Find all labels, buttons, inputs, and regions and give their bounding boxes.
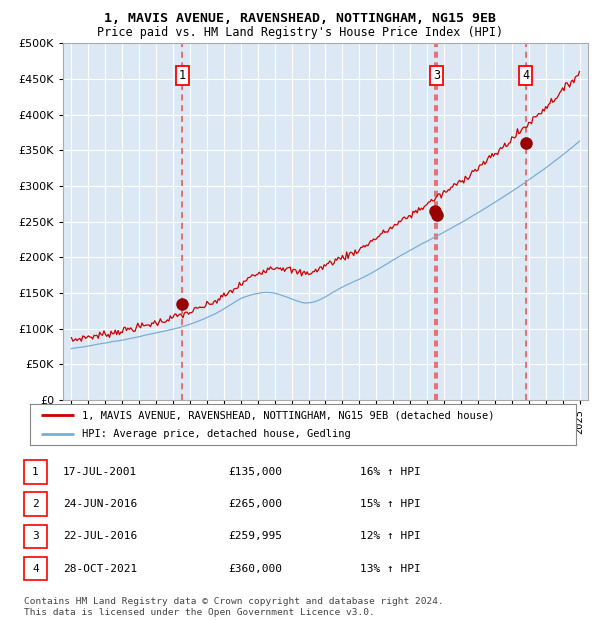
Text: 24-JUN-2016: 24-JUN-2016: [63, 499, 137, 509]
Text: 13% ↑ HPI: 13% ↑ HPI: [360, 564, 421, 574]
Text: £265,000: £265,000: [228, 499, 282, 509]
Text: 17-JUL-2001: 17-JUL-2001: [63, 467, 137, 477]
Text: 1, MAVIS AVENUE, RAVENSHEAD, NOTTINGHAM, NG15 9EB (detached house): 1, MAVIS AVENUE, RAVENSHEAD, NOTTINGHAM,…: [82, 410, 494, 420]
Text: 1: 1: [32, 467, 39, 477]
Text: 15% ↑ HPI: 15% ↑ HPI: [360, 499, 421, 509]
Text: £360,000: £360,000: [228, 564, 282, 574]
Text: 22-JUL-2016: 22-JUL-2016: [63, 531, 137, 541]
Text: HPI: Average price, detached house, Gedling: HPI: Average price, detached house, Gedl…: [82, 428, 350, 439]
Text: Contains HM Land Registry data © Crown copyright and database right 2024.
This d: Contains HM Land Registry data © Crown c…: [24, 598, 444, 617]
Text: £259,995: £259,995: [228, 531, 282, 541]
Text: 16% ↑ HPI: 16% ↑ HPI: [360, 467, 421, 477]
Text: Price paid vs. HM Land Registry's House Price Index (HPI): Price paid vs. HM Land Registry's House …: [97, 26, 503, 39]
Text: 1, MAVIS AVENUE, RAVENSHEAD, NOTTINGHAM, NG15 9EB: 1, MAVIS AVENUE, RAVENSHEAD, NOTTINGHAM,…: [104, 12, 496, 25]
Text: 3: 3: [32, 531, 39, 541]
Text: 2: 2: [32, 499, 39, 509]
Text: £135,000: £135,000: [228, 467, 282, 477]
Text: 4: 4: [32, 564, 39, 574]
Text: 4: 4: [522, 69, 529, 82]
Text: 28-OCT-2021: 28-OCT-2021: [63, 564, 137, 574]
Text: 12% ↑ HPI: 12% ↑ HPI: [360, 531, 421, 541]
Text: 1: 1: [179, 69, 186, 82]
Text: 3: 3: [433, 69, 440, 82]
